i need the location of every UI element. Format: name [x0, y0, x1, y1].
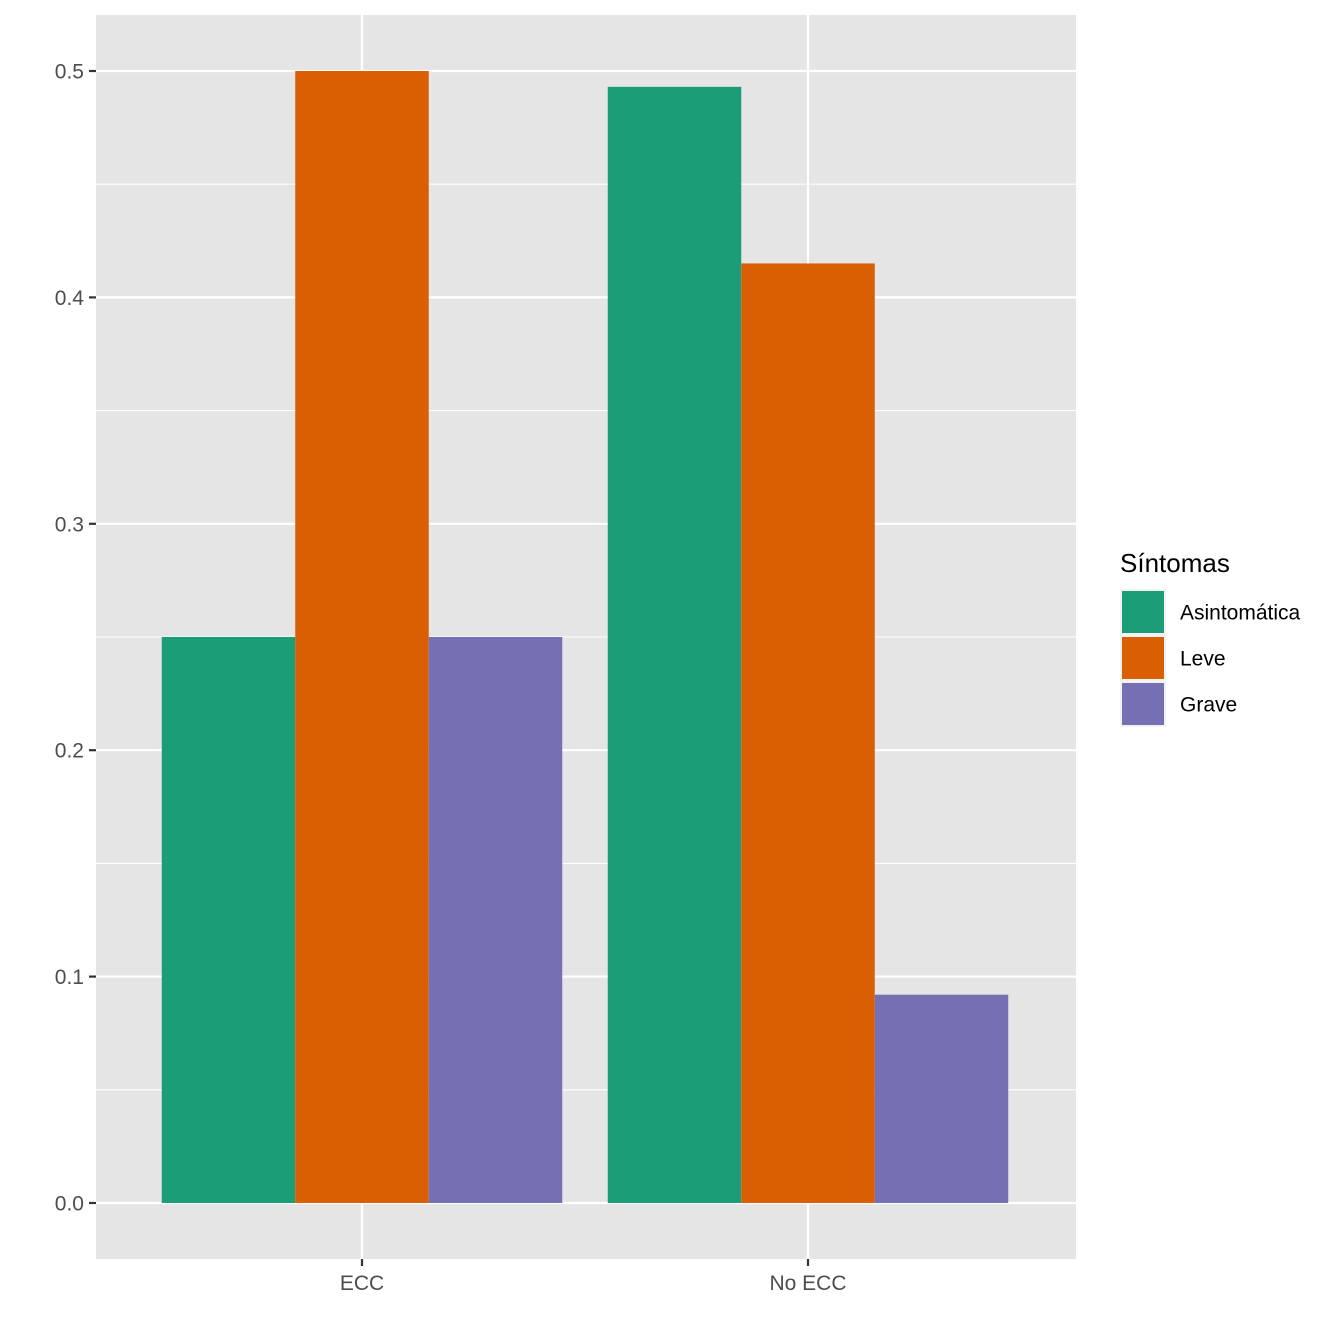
- legend-swatch: [1122, 637, 1164, 679]
- plot-panel: [96, 15, 1076, 1259]
- legend-label: Grave: [1180, 694, 1237, 717]
- x-tick-label: No ECC: [769, 1272, 846, 1295]
- bar-asintomtica-0: [161, 637, 296, 1203]
- legend-label: Leve: [1180, 648, 1226, 671]
- legend-swatch: [1122, 591, 1164, 633]
- y-tick-label: 0.0: [55, 1193, 84, 1216]
- y-tick-label: 0.5: [55, 61, 84, 84]
- y-tick-label: 0.2: [55, 740, 84, 763]
- x-axis: ECC No ECC: [340, 1259, 847, 1295]
- x-tick-label: ECC: [340, 1272, 384, 1295]
- legend: Síntomas Asintomática Leve Grave: [1120, 548, 1301, 727]
- bar-asintomtica-1: [607, 86, 742, 1203]
- legend-title: Síntomas: [1120, 548, 1230, 578]
- bar-grave-1: [874, 994, 1009, 1203]
- legend-label: Asintomática: [1180, 602, 1301, 625]
- legend-swatch: [1122, 683, 1164, 725]
- y-tick-label: 0.4: [55, 287, 85, 310]
- bar-grave-0: [428, 637, 563, 1203]
- bar-leve-1: [741, 263, 875, 1203]
- y-tick-label: 0.1: [55, 966, 84, 989]
- y-axis: 0.0 0.1 0.2 0.3 0.4 0.5: [55, 61, 96, 1216]
- bar-leve-0: [295, 71, 429, 1203]
- y-tick-label: 0.3: [55, 513, 84, 536]
